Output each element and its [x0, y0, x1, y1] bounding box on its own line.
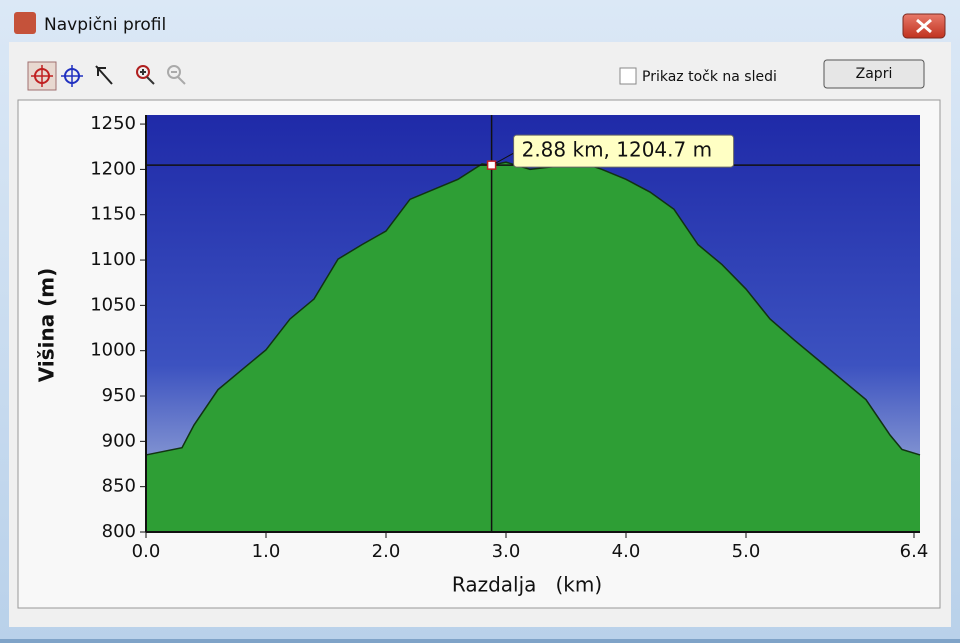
callout-label: 2.88 km, 1204.7 m [522, 138, 713, 162]
close-icon [916, 18, 932, 34]
y-tick-label: 1000 [90, 340, 136, 361]
y-tick-label: 1100 [90, 249, 136, 270]
tool-zoom-out[interactable] [167, 65, 181, 79]
cursor-point [486, 160, 497, 170]
x-tick-label: 5.0 [732, 541, 761, 562]
close-dialog-button[interactable] [823, 59, 925, 89]
y-tick-label: 1050 [90, 294, 136, 315]
y-tick-label: 1150 [90, 204, 136, 225]
x-tick-label: 3.0 [492, 541, 521, 562]
area-fill [146, 161, 920, 532]
tool-select[interactable] [95, 65, 113, 85]
x-tick-label: 0.0 [132, 541, 161, 562]
button-label: Zapri [856, 66, 893, 82]
y-tick-label: 800 [102, 521, 136, 542]
checkbox[interactable] [619, 67, 637, 85]
y-tick-label: 1250 [90, 113, 136, 134]
callout-line [495, 152, 514, 164]
app-icon [14, 12, 36, 34]
y-axis-title: Višina (m) [35, 268, 59, 383]
callout-box [513, 134, 735, 168]
tool-zoom-in[interactable] [136, 65, 150, 79]
toolbar: Prikaz točk na sledi Zapri [27, 59, 925, 91]
x-tick-label: 2.0 [372, 541, 401, 562]
checkbox-label[interactable]: Prikaz točk na sledi [642, 69, 777, 85]
y-tick-label: 900 [102, 430, 136, 451]
y-tick-label: 950 [102, 385, 136, 406]
area-line [145, 160, 921, 456]
window-title: Navpični profil [44, 15, 166, 35]
x-axis-title: Razdalja (km) [452, 573, 602, 597]
y-tick-label: 850 [102, 476, 136, 497]
x-tick-label: 1.0 [252, 541, 281, 562]
x-tick-label: 6.4 [900, 541, 929, 562]
y-tick-label: 1200 [90, 158, 136, 179]
x-tick-label: 4.0 [612, 541, 641, 562]
